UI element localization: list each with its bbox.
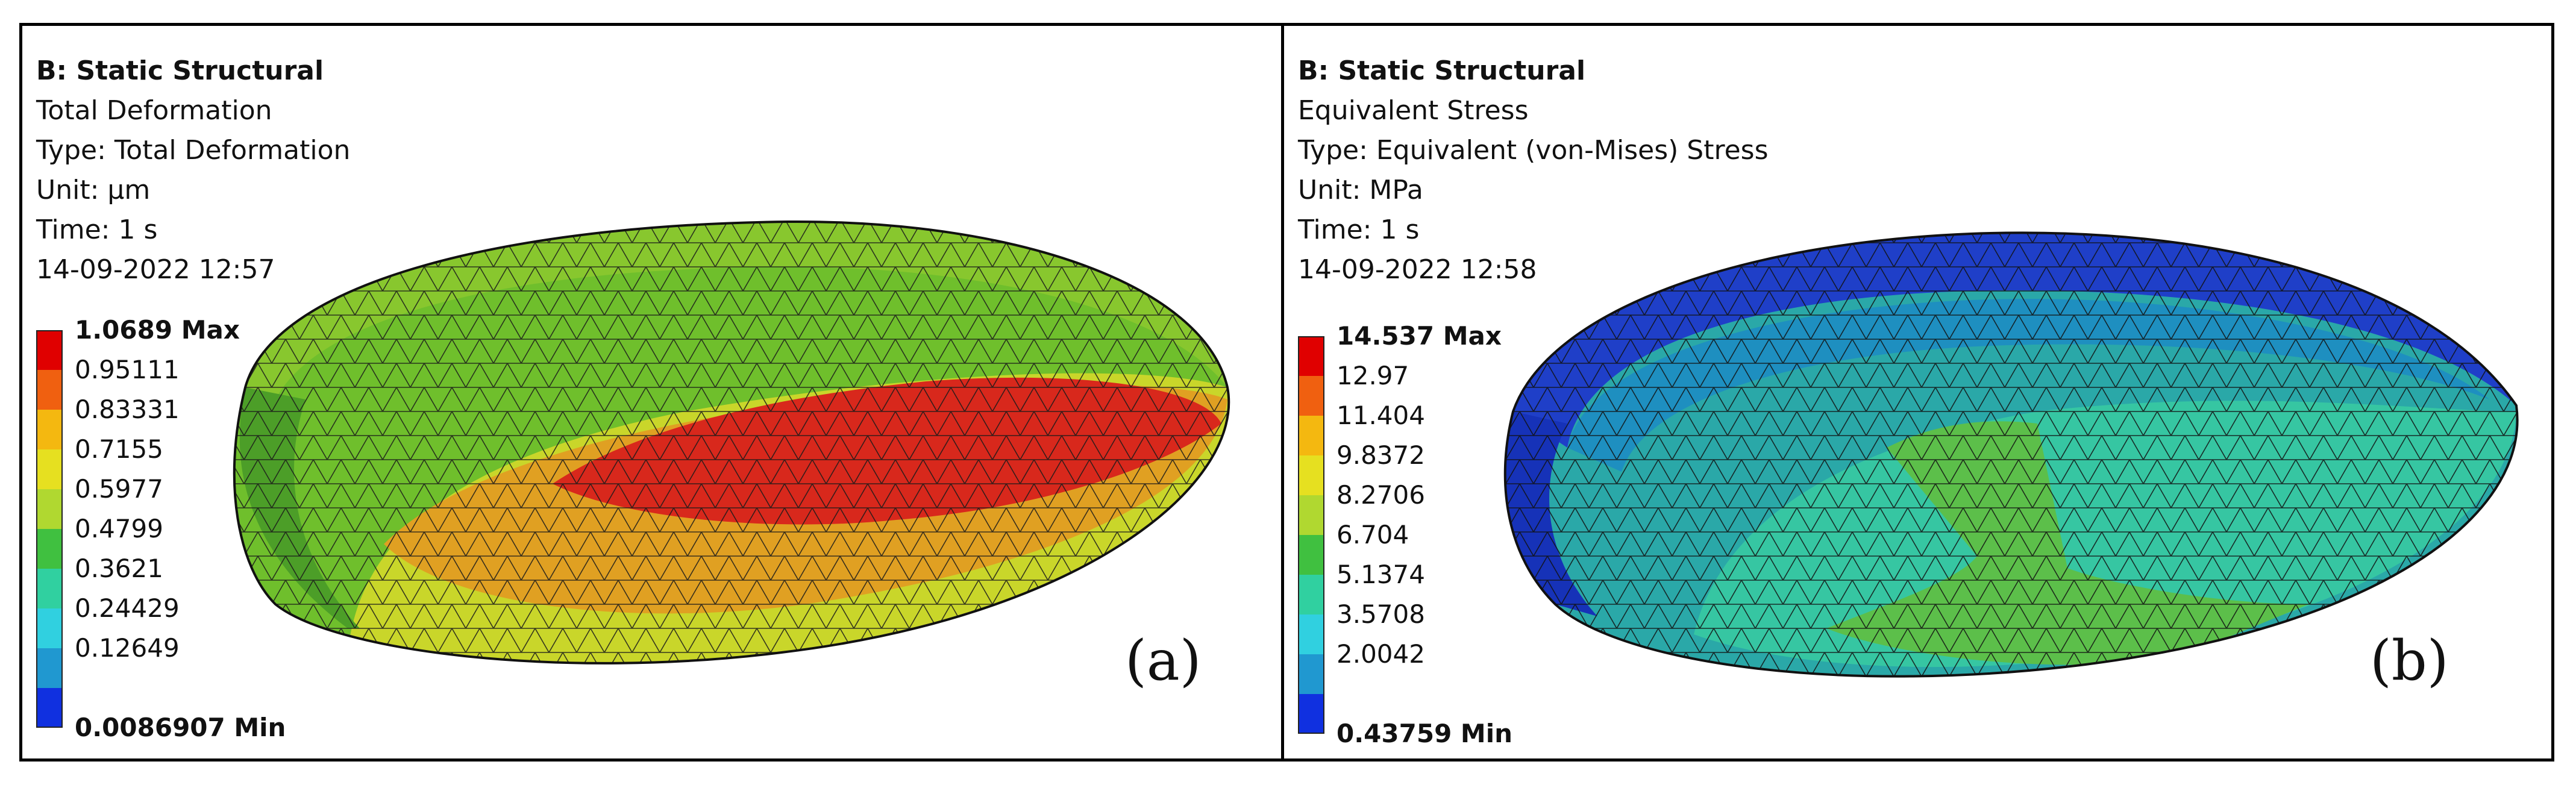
result-type: Type: Total Deformation [36, 135, 351, 166]
legend-max-label: 14.537 Max [1337, 321, 1502, 351]
legend-swatch-7 [36, 569, 63, 608]
legend-swatch-3 [1298, 416, 1324, 455]
panel-tag: (a) [1125, 628, 1202, 693]
legend-swatch-4 [1298, 455, 1324, 495]
legend-label-3: 0.7155 [75, 434, 163, 464]
legend-swatch-1 [36, 330, 63, 370]
legend-max-label: 1.0689 Max [75, 315, 240, 345]
result-unit: Unit: MPa [1298, 175, 1423, 205]
legend-swatch-2 [1298, 376, 1324, 416]
legend-swatch-6 [1298, 535, 1324, 575]
legend-label-1: 0.95111 [75, 355, 180, 384]
result-time: Time: 1 s [36, 214, 158, 245]
result-info-block: B: Static Structural Total Deformation T… [36, 51, 350, 290]
legend-swatch-3 [36, 410, 63, 449]
result-name: Equivalent Stress [1298, 95, 1529, 126]
result-name: Total Deformation [36, 95, 272, 126]
result-timestamp: 14-09-2022 12:57 [36, 254, 275, 285]
analysis-header: B: Static Structural [1298, 55, 1586, 86]
deformation-mesh-model[interactable] [22, 26, 1284, 758]
legend-swatch-8 [36, 608, 63, 648]
legend-swatch-5 [36, 489, 63, 529]
legend-label-2: 11.404 [1337, 401, 1425, 430]
legend-label-7: 0.24429 [75, 593, 180, 623]
legend-min-label: 0.0086907 Min [75, 713, 286, 742]
panel-equivalent-stress: B: Static Structural Equivalent Stress T… [1284, 26, 2551, 758]
panel-divider [1281, 23, 1284, 762]
result-timestamp: 14-09-2022 12:58 [1298, 254, 1537, 285]
legend-label-8: 0.12649 [75, 633, 180, 663]
legend-swatch-8 [1298, 615, 1324, 654]
panel-tag: (b) [2370, 628, 2449, 693]
result-unit: Unit: µm [36, 175, 151, 205]
legend-label-7: 3.5708 [1337, 599, 1425, 629]
legend-swatch-5 [1298, 495, 1324, 535]
legend-label-6: 0.3621 [75, 554, 163, 583]
legend-swatch-10 [36, 688, 63, 728]
analysis-header: B: Static Structural [36, 55, 324, 86]
legend-swatch-2 [36, 370, 63, 410]
legend-border [36, 330, 63, 728]
legend-swatch-9 [1298, 654, 1324, 694]
stress-mesh-model[interactable] [1284, 26, 2551, 758]
legend-label-2: 0.83331 [75, 395, 180, 424]
legend-swatch-7 [1298, 575, 1324, 615]
legend-label-5: 6.704 [1337, 520, 1409, 549]
result-type: Type: Equivalent (von-Mises) Stress [1298, 135, 1769, 166]
legend-label-1: 12.97 [1337, 361, 1409, 390]
legend-label-6: 5.1374 [1337, 560, 1425, 589]
legend-border [1298, 336, 1324, 734]
result-time: Time: 1 s [1298, 214, 1420, 245]
legend-label-5: 0.4799 [75, 514, 163, 543]
result-info-block: B: Static Structural Equivalent Stress T… [1298, 51, 1769, 290]
legend-label-3: 9.8372 [1337, 440, 1425, 470]
legend-swatch-4 [36, 449, 63, 489]
legend-min-label: 0.43759 Min [1337, 719, 1513, 748]
legend-label-4: 8.2706 [1337, 480, 1425, 510]
legend-label-8: 2.0042 [1337, 639, 1425, 669]
legend-swatch-6 [36, 529, 63, 569]
legend-label-4: 0.5977 [75, 474, 163, 504]
legend-swatch-9 [36, 648, 63, 688]
panel-total-deformation: B: Static Structural Total Deformation T… [22, 26, 1284, 758]
legend-swatch-1 [1298, 336, 1324, 376]
legend-swatch-10 [1298, 694, 1324, 734]
